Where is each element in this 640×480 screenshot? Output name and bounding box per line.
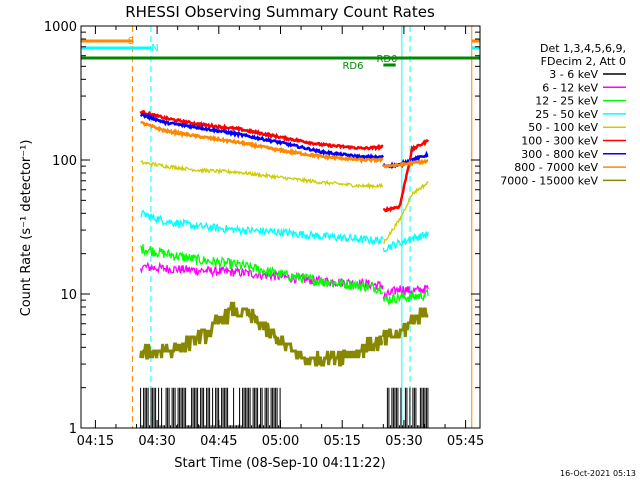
series-line-3-1 xyxy=(382,231,429,253)
legend: Det 1,3,4,5,6,9,FDecim 2, Att 03 - 6 keV… xyxy=(500,42,626,187)
series-4 xyxy=(140,160,429,244)
y-tick-label-3: 1000 xyxy=(44,20,77,35)
series-5 xyxy=(139,109,430,213)
legend-label-0: 3 - 6 keV xyxy=(549,68,598,81)
series-line-7-0 xyxy=(140,121,384,165)
x-tick-label-6: 05:45 xyxy=(447,434,484,449)
x-tick-label-1: 04:30 xyxy=(138,434,175,449)
series-line-2-1 xyxy=(382,288,429,307)
series-line-4-1 xyxy=(383,180,429,244)
legend-label-1: 6 - 12 keV xyxy=(542,81,598,94)
series-2 xyxy=(140,244,429,307)
legend-label-7: 800 - 7000 keV xyxy=(514,161,598,174)
series-line-5-1 xyxy=(382,139,430,213)
series-line-0-0 xyxy=(140,387,281,428)
legend-label-5: 100 - 300 keV xyxy=(521,135,598,148)
chart-title: RHESSI Observing Summary Count Rates xyxy=(125,3,435,21)
x-tick-label-2: 04:45 xyxy=(200,434,237,449)
x-tick-label-0: 04:15 xyxy=(77,434,114,449)
series-line-8-1 xyxy=(381,307,429,346)
legend-label-8: 7000 - 15000 keV xyxy=(500,174,598,187)
x-tick-label-4: 05:15 xyxy=(323,434,360,449)
y-axis-label: Count Rate (s⁻¹ detector⁻¹) xyxy=(19,140,34,317)
legend-label-2: 12 - 25 keV xyxy=(535,95,598,108)
series-line-0-1 xyxy=(386,387,429,428)
series-layer xyxy=(139,109,430,428)
series-8 xyxy=(139,301,429,367)
flag-label-n: N xyxy=(151,43,158,54)
series-line-1-1 xyxy=(382,284,429,299)
series-line-4-0 xyxy=(140,160,384,191)
series-0 xyxy=(140,387,429,428)
series-line-8-0 xyxy=(139,301,384,367)
series-line-7-1 xyxy=(382,158,429,169)
legend-label-3: 25 - 50 keV xyxy=(535,108,598,121)
series-line-5-0 xyxy=(139,109,384,152)
y-tick-label-1: 10 xyxy=(60,288,77,303)
flag-lines: S N RD0 RD6 xyxy=(81,36,480,72)
x-tick-label-5: 05:30 xyxy=(385,434,422,449)
series-line-3-0 xyxy=(140,209,384,246)
legend-label-4: 50 - 100 keV xyxy=(528,121,598,134)
y-tick-label-2: 100 xyxy=(52,154,77,169)
generation-timestamp: 16-Oct-2021 05:13 xyxy=(560,469,636,478)
legend-header-1: FDecim 2, Att 0 xyxy=(541,55,626,68)
series-line-6-0 xyxy=(139,112,385,162)
series-line-2-0 xyxy=(140,244,384,295)
legend-header-0: Det 1,3,4,5,6,9, xyxy=(540,42,626,55)
y-tick-label-0: 1 xyxy=(69,422,77,437)
x-axis-label: Start Time (08-Sep-10 04:11:22) xyxy=(174,456,385,471)
axes: 04:15 04:30 04:45 05:00 05:15 05:30 05:45 1 10 10… xyxy=(44,20,484,449)
series-7 xyxy=(140,121,429,169)
flag-label-rd0: RD0 xyxy=(376,54,397,65)
series-3 xyxy=(140,209,429,253)
flag-label-s: S xyxy=(128,36,134,47)
legend-label-6: 300 - 800 keV xyxy=(521,148,598,161)
x-tick-label-3: 05:00 xyxy=(262,434,299,449)
flag-label-rd6: RD6 xyxy=(342,61,363,72)
